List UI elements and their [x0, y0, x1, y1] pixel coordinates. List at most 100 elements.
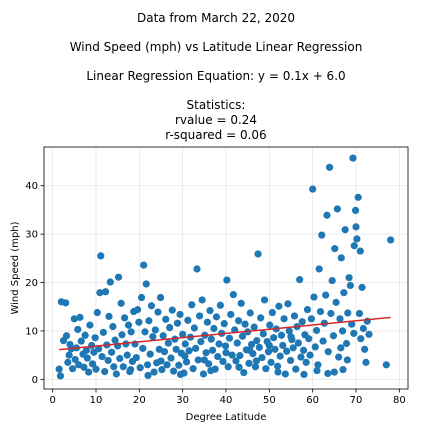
data-point [362, 358, 370, 366]
data-point [339, 366, 347, 374]
data-point [144, 371, 152, 380]
data-point [151, 326, 159, 334]
data-point [237, 299, 245, 307]
data-point [259, 330, 267, 338]
data-point [250, 323, 258, 331]
data-point [192, 344, 200, 352]
data-point [143, 361, 152, 369]
data-point [382, 361, 390, 369]
data-point [324, 369, 332, 378]
data-point [55, 365, 63, 373]
data-point [346, 281, 354, 290]
data-point [208, 346, 217, 354]
data-point [240, 368, 248, 377]
data-point [285, 327, 293, 335]
data-point [232, 357, 240, 365]
data-point [85, 368, 93, 376]
data-point [164, 339, 172, 347]
data-point [221, 342, 230, 350]
data-point [112, 370, 120, 378]
data-point [71, 355, 79, 364]
data-point [145, 317, 153, 325]
data-point [76, 313, 84, 321]
data-point [325, 163, 334, 171]
data-point [179, 330, 187, 338]
data-point [88, 341, 96, 350]
data-point [62, 332, 71, 340]
data-point [135, 318, 143, 326]
data-point [181, 340, 189, 348]
data-point [220, 320, 228, 328]
data-point [337, 254, 345, 262]
x-tick-label: 10 [90, 395, 103, 406]
data-point [166, 323, 174, 332]
data-point [247, 340, 256, 349]
data-point [281, 370, 289, 378]
data-point [216, 301, 224, 309]
x-tick-label: 50 [263, 395, 276, 406]
data-point [162, 315, 170, 323]
data-point [62, 299, 70, 307]
data-point [289, 344, 297, 352]
data-point [64, 358, 72, 366]
data-point [197, 337, 205, 346]
data-point [70, 315, 78, 323]
data-point [156, 293, 165, 302]
data-point [262, 365, 270, 373]
data-point [265, 341, 273, 350]
data-point [110, 363, 118, 371]
data-point [340, 289, 348, 297]
data-point [82, 346, 91, 354]
data-point [119, 363, 127, 371]
data-point [251, 363, 260, 371]
data-point [98, 352, 106, 361]
data-point [184, 316, 192, 324]
x-axis-label: Degree Latitude [186, 412, 267, 423]
data-point [168, 306, 176, 314]
data-point [307, 315, 315, 323]
data-point [328, 276, 336, 285]
data-point [258, 353, 266, 362]
y-axis-label: Wind Speed (mph) [10, 221, 21, 314]
data-point [329, 332, 338, 340]
data-point [225, 334, 234, 342]
regression-line [59, 316, 391, 351]
data-point [81, 331, 89, 339]
data-point [199, 370, 208, 378]
data-point [271, 345, 279, 353]
data-point [106, 278, 114, 286]
data-point [277, 331, 286, 339]
data-point [101, 367, 109, 376]
data-point [318, 231, 326, 239]
data-point [306, 351, 314, 359]
x-tick-label: 70 [350, 395, 363, 406]
data-point [74, 325, 82, 334]
data-point [297, 353, 305, 361]
data-point [303, 306, 312, 314]
data-point [150, 368, 158, 376]
data-point [338, 327, 347, 335]
data-point [122, 340, 130, 348]
data-point [234, 317, 243, 325]
data-point [175, 361, 183, 369]
data-point [300, 370, 308, 379]
data-point [101, 288, 110, 296]
data-point [327, 309, 335, 318]
data-point [354, 193, 362, 201]
x-tick-label: 0 [49, 395, 55, 406]
data-point [315, 265, 323, 273]
y-tick-label: 10 [25, 326, 38, 337]
data-point [365, 330, 373, 338]
data-point [330, 368, 338, 376]
data-point [105, 312, 113, 320]
data-point [311, 343, 319, 351]
data-point [266, 321, 274, 329]
data-point [257, 314, 265, 322]
data-point [358, 283, 366, 291]
data-point [355, 309, 364, 318]
title-line-2: Wind Speed (mph) vs Latitude Linear Regr… [69, 40, 363, 54]
data-point [124, 321, 133, 329]
data-point [314, 361, 322, 369]
data-point [224, 363, 232, 371]
data-point [157, 357, 165, 365]
